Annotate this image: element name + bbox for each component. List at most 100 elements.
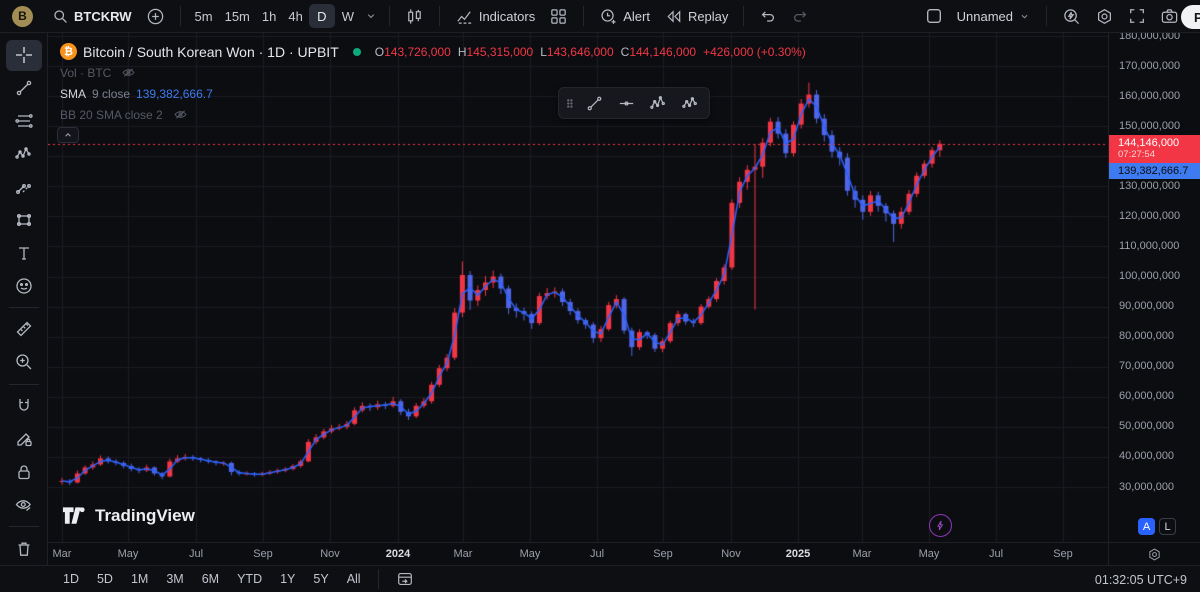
log-scale-button[interactable]: L [1159, 518, 1176, 535]
price-tick-label: 160,000,000 [1119, 90, 1181, 102]
indicator-templates-button[interactable] [542, 3, 575, 29]
ruler-icon[interactable] [6, 314, 42, 345]
horizontal-line-icon[interactable] [611, 90, 641, 116]
interval-D[interactable]: D [308, 4, 335, 28]
range-1M[interactable]: 1M [130, 572, 149, 586]
fib-retracement-icon[interactable] [6, 106, 42, 137]
interval-1h[interactable]: 1h [261, 8, 277, 24]
price-tick-label: 110,000,000 [1119, 240, 1180, 252]
range-5Y[interactable]: 5Y [313, 572, 329, 586]
eye-off-icon[interactable] [173, 107, 188, 122]
interval-W[interactable]: W [341, 8, 354, 24]
collapse-indicators-button[interactable] [57, 127, 79, 143]
gear-icon [1095, 7, 1114, 26]
eye-off-icon[interactable] [121, 65, 136, 80]
symbol-search-button[interactable]: BTCKRW [45, 3, 139, 29]
bitcoin-icon: ₿ [60, 43, 77, 60]
quick-search-button[interactable] [1055, 3, 1088, 29]
interval-15m[interactable]: 15m [224, 8, 250, 24]
drawing-toolbar [0, 33, 48, 565]
chart-style-button[interactable] [398, 3, 431, 29]
time-tick-label: Sep [1053, 548, 1073, 560]
layout-name-button[interactable]: Unnamed [950, 3, 1038, 29]
redo-button[interactable] [784, 3, 816, 29]
crosshair-icon[interactable] [5, 40, 42, 71]
remove-objects-icon[interactable] [6, 533, 42, 564]
symbol-search-value: BTCKRW [74, 8, 132, 24]
chevron-down-icon [1018, 10, 1031, 23]
drag-handle-icon[interactable] [563, 90, 577, 116]
tradingview-label: TradingView [95, 506, 195, 525]
price-tick-label: 60,000,000 [1119, 390, 1175, 402]
user-avatar[interactable]: B [12, 5, 33, 27]
interval-4h[interactable]: 4h [288, 8, 303, 24]
toolbar-separator [377, 569, 379, 589]
alert-button[interactable]: Alert [592, 3, 657, 29]
time-tick-label: Nov [320, 548, 340, 560]
chevron-down-icon [364, 9, 378, 23]
time-tick-label: Jul [589, 548, 605, 560]
hide-drawings-icon[interactable] [6, 489, 42, 520]
replay-button[interactable]: Replay [657, 3, 735, 29]
symbol-title[interactable]: Bitcoin / South Korean Won · 1D · UPBIT [83, 43, 339, 60]
text-icon[interactable] [6, 237, 42, 268]
tradingview-logo[interactable]: TradingView [62, 506, 195, 526]
screenshot-button[interactable] [1153, 3, 1186, 29]
elliott-wave-icon[interactable] [6, 139, 42, 170]
drawing-mode-lock-icon[interactable] [6, 424, 42, 455]
range-1Y[interactable]: 1Y [280, 572, 296, 586]
checkbox-icon [925, 7, 943, 25]
market-status-dot[interactable] [352, 47, 361, 56]
toolbar-separator [179, 6, 181, 26]
toolbar-separator [388, 6, 390, 26]
emoji-icon[interactable] [6, 270, 42, 301]
fullscreen-icon [1128, 7, 1146, 25]
interval-5m[interactable]: 5m [194, 8, 213, 24]
symbol-row[interactable]: ₿ Bitcoin / South Korean Won · 1D · UPBI… [60, 41, 806, 62]
elliott-wave-icon[interactable] [675, 90, 705, 116]
time-tick-label: 2024 [385, 548, 411, 560]
ohlc-values: O143,726,000 H145,315,000 L143,646,000 C… [374, 44, 806, 59]
zoom-in-icon[interactable] [6, 347, 42, 378]
time-tick-label: Nov [721, 548, 741, 560]
range-5D[interactable]: 5D [96, 572, 113, 586]
chart-settings-button[interactable] [1088, 3, 1121, 29]
instant-trading-button[interactable] [929, 514, 952, 537]
price-axis[interactable]: 180,000,000 170,000,000 160,000,000 150,000… [1108, 33, 1200, 542]
price-tick-label: 100,000,000 [1119, 270, 1181, 282]
undo-button[interactable] [752, 3, 784, 29]
range-YTD[interactable]: YTD [237, 572, 263, 586]
range-6M[interactable]: 6M [201, 572, 220, 586]
volume-indicator-row[interactable]: Vol · BTC [60, 62, 806, 83]
clock-utc[interactable]: 01:32:05 UTC+9 [1094, 572, 1187, 587]
chart-pane: ₿ Bitcoin / South Korean Won · 1D · UPBI… [48, 33, 1108, 542]
range-3M[interactable]: 3M [166, 572, 184, 586]
interval-menu-button[interactable] [361, 3, 381, 29]
magnet-icon[interactable] [6, 391, 42, 422]
indicators-button[interactable]: Indicators [448, 3, 542, 29]
range-1D[interactable]: 1D [63, 572, 79, 586]
time-tick-label: May [117, 548, 139, 560]
time-axis-settings[interactable] [1108, 542, 1200, 565]
time-tick-label: May [918, 548, 940, 560]
compare-add-button[interactable] [139, 3, 172, 29]
time-axis[interactable]: Mar May Jul Sep Nov 2024 Mar May Jul Sep Nov 2025 Ma… [48, 542, 1108, 565]
bb-indicator-row[interactable]: BB 20 SMA close 2 [60, 104, 806, 125]
go-to-date-button[interactable] [389, 566, 421, 592]
forecast-icon[interactable] [6, 172, 42, 203]
auto-scale-button[interactable]: A [1138, 518, 1155, 535]
rectangle-icon[interactable] [6, 204, 42, 235]
sma-indicator-row[interactable]: SMA 9 close 139,382,666.7 [60, 86, 213, 101]
pattern-icon[interactable] [643, 90, 673, 116]
fullscreen-button[interactable] [1121, 3, 1153, 29]
trend-line-icon[interactable] [579, 90, 609, 116]
redo-icon [791, 7, 809, 25]
lock-all-icon[interactable] [6, 456, 42, 487]
trend-line-icon[interactable] [6, 73, 42, 104]
price-tick-label: 90,000,000 [1119, 300, 1175, 312]
save-layout-checkbox[interactable] [918, 3, 950, 29]
range-All[interactable]: All [346, 572, 361, 586]
toolbar-separator [8, 526, 39, 528]
publish-button[interactable]: Publish [1181, 5, 1200, 29]
